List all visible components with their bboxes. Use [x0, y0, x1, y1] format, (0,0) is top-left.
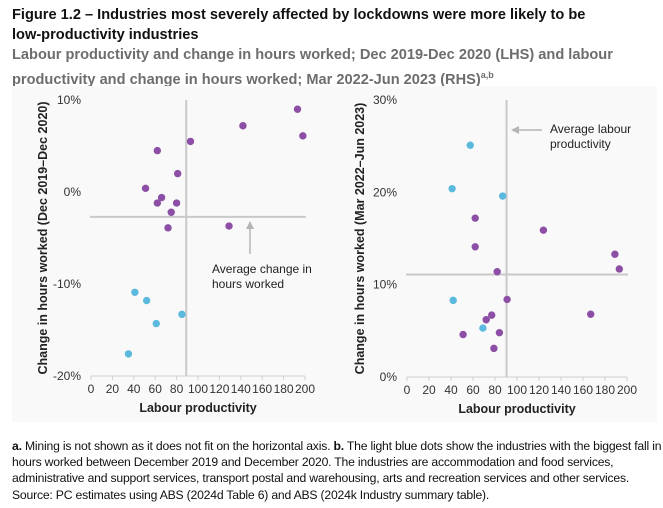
chart2-x-tick-label: 60: [466, 383, 480, 397]
chart1-x-tick-label: 20: [106, 382, 120, 396]
figure-title: Figure 1.2 – Industries most severely af…: [12, 5, 662, 45]
chart2-x-tick-label: 140: [551, 383, 571, 397]
note-a-text: Mining is not shown as it does not fit o…: [21, 439, 334, 453]
chart1-point-light-blue: [142, 296, 151, 305]
chart1-annotation-arrowhead-icon: [246, 221, 254, 229]
note-b-text: The light blue dots show the industries …: [12, 439, 662, 485]
chart2-x-tick-label: 160: [573, 383, 593, 397]
chart1-x-tick-label: 120: [209, 382, 229, 396]
figure-title-line1: Figure 1.2 – Industries most severely af…: [12, 7, 586, 23]
chart1-point-purple: [157, 193, 166, 202]
chart1-y-tick-label: -20%: [53, 369, 81, 383]
chart2-point-purple: [495, 328, 504, 337]
chart1-point-purple: [153, 199, 162, 207]
chart1-point-purple: [225, 222, 233, 230]
footnote-marker: a,b: [480, 70, 494, 80]
chart2-point-purple: [493, 268, 501, 276]
chart1-x-tick-label: 80: [170, 382, 184, 396]
chart2-point-purple: [490, 344, 498, 353]
figure-subtitle: Labour productivity and change in hours …: [12, 45, 662, 90]
chart2-x-tick-label: 80: [488, 383, 502, 397]
chart1-point-purple: [167, 208, 175, 216]
chart2-point-light-blue: [499, 192, 507, 200]
chart1-x-tick-label: 100: [188, 382, 208, 396]
chart-panel: [12, 86, 657, 422]
chart1-x-tick-label: 140: [231, 382, 251, 396]
chart2-point-light-blue: [448, 184, 456, 193]
chart2-y-axis-title: Change in hours worked (Mar 2022–Jun 202…: [353, 103, 367, 375]
footnotes: a. Mining is not shown as it does not fi…: [12, 438, 662, 486]
source-note: Source: PC estimates using ABS (2024d Ta…: [12, 488, 490, 502]
chart1-x-tick-label: 180: [274, 382, 294, 396]
chart1-x-tick-label: 40: [127, 382, 141, 396]
chart2-x-tick-label: 200: [617, 383, 637, 397]
chart1-annotation-line2: hours worked: [212, 277, 284, 291]
chart2-point-purple: [482, 316, 490, 324]
chart2-point-purple: [539, 226, 548, 234]
chart2-point-purple: [459, 330, 467, 339]
chart2-annotation-line1: Average labour: [550, 122, 631, 136]
chart1-x-tick-label: 0: [88, 382, 95, 396]
chart1-point-purple: [141, 184, 150, 193]
chart2-x-tick-label: 100: [507, 383, 527, 397]
chart2-x-tick-label: 0: [404, 383, 411, 397]
chart2-point-purple: [611, 250, 619, 258]
figure-subtitle-line2: productivity and change in hours worked;…: [12, 71, 481, 88]
chart1-point-light-blue: [131, 288, 139, 296]
chart1-annotation-line1: Average change in: [212, 262, 312, 276]
chart1-point-light-blue: [178, 310, 186, 319]
chart2-y-tick-label: 30%: [373, 93, 397, 107]
chart2-point-purple: [471, 214, 479, 222]
chart2-point-light-blue: [449, 296, 457, 305]
figure-subtitle-line1: Labour productivity and change in hours …: [12, 47, 613, 63]
chart1-y-tick-label: 0%: [64, 185, 82, 199]
chart2-x-tick-label: 20: [422, 383, 436, 397]
chart1-point-purple: [293, 105, 302, 113]
note-b-label: b.: [333, 439, 344, 453]
chart2-point-purple: [587, 310, 595, 318]
chart1-y-axis-title: Change in hours worked (Dec 2019–Dec 202…: [36, 101, 50, 374]
chart1-point-purple: [239, 122, 247, 130]
chart2-y-tick-label: 20%: [373, 185, 397, 199]
chart1-point-purple: [164, 224, 172, 232]
chart2-y-tick-label: 0%: [380, 370, 398, 384]
chart2-point-purple: [615, 265, 623, 273]
chart2-y-tick-label: 10%: [373, 278, 397, 292]
chart1-y-tick-label: 10%: [57, 93, 81, 107]
chart2-point-light-blue: [466, 141, 474, 149]
chart2-point-purple: [471, 243, 479, 251]
chart1-point-purple: [186, 137, 195, 146]
chart2-x-tick-label: 40: [444, 383, 458, 397]
chart2-annotation-arrowhead-icon: [511, 126, 519, 134]
chart1-point-purple: [172, 199, 181, 207]
chart1-y-tick-label: -10%: [53, 277, 81, 291]
chart2-point-purple: [503, 295, 511, 304]
chart1-x-axis-title: Labour productivity: [139, 401, 256, 415]
chart1-x-tick-label: 160: [252, 382, 272, 396]
note-a-label: a.: [12, 439, 22, 453]
chart1-point-light-blue: [152, 319, 160, 328]
chart2-x-axis-title: Labour productivity: [458, 402, 575, 416]
chart1-point-purple: [173, 169, 182, 178]
chart2-point-purple: [488, 311, 496, 319]
chart2-x-tick-label: 180: [595, 383, 615, 397]
chart1-point-purple: [153, 146, 162, 155]
figure-title-line2: low-productivity industries: [12, 27, 199, 43]
chart1-point-light-blue: [124, 350, 133, 358]
chart1-x-tick-label: 60: [149, 382, 163, 396]
chart1-point-purple: [299, 132, 307, 140]
chart2-x-tick-label: 120: [529, 383, 549, 397]
chart1-x-tick-label: 200: [295, 382, 315, 396]
chart2-point-light-blue: [479, 324, 487, 332]
chart2-annotation-line2: productivity: [550, 137, 611, 151]
